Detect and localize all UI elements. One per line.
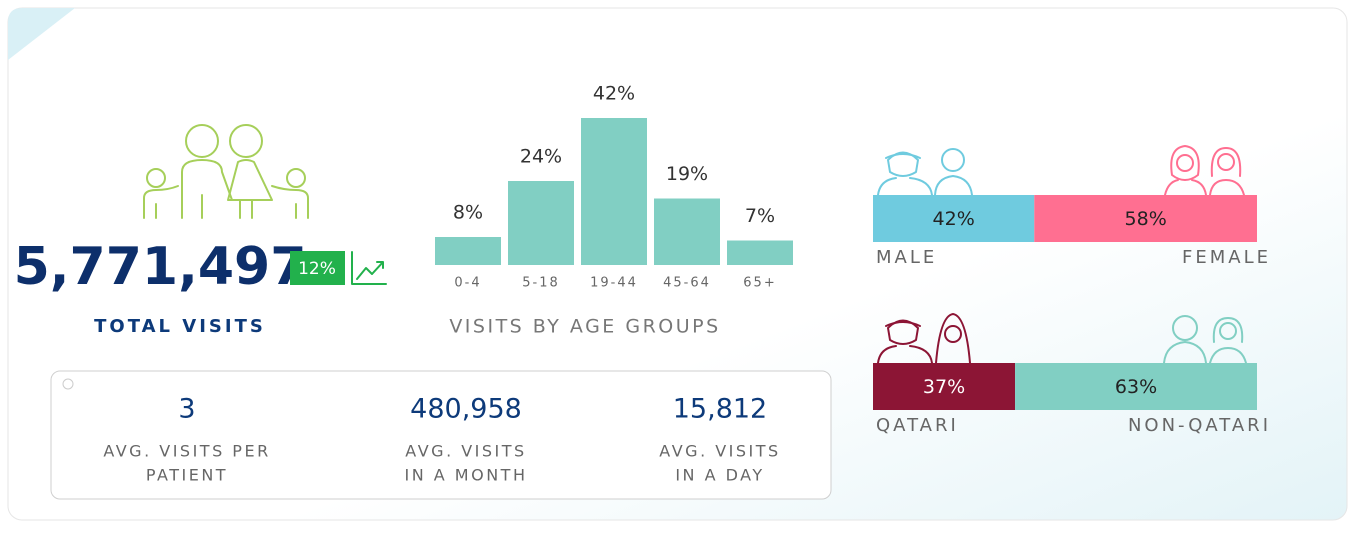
bar — [508, 181, 574, 265]
split-segment — [1034, 195, 1257, 242]
x-tick-label: 0-4 — [454, 276, 481, 291]
stat-value: 3 — [178, 394, 195, 425]
stat-label: AVG. VISITS PER — [103, 442, 270, 461]
corner-accent — [8, 8, 75, 60]
value-label: 24% — [520, 146, 562, 168]
segment-name: QATARI — [876, 415, 959, 436]
trend-icon — [351, 251, 387, 285]
stat-value: 15,812 — [673, 394, 767, 425]
female-icon — [1164, 145, 1245, 196]
qatari-icon — [877, 313, 971, 364]
family-icon — [143, 124, 309, 219]
total-visits-label: TOTAL VISITS — [94, 316, 266, 337]
non-qatari-icon — [1163, 315, 1247, 364]
x-tick-label: 65+ — [743, 276, 776, 291]
bar — [727, 240, 793, 265]
x-tick-label: 45-64 — [663, 276, 711, 291]
split-segment — [873, 363, 1016, 410]
stat-label: AVG. VISITS — [659, 442, 780, 461]
change-badge — [290, 251, 345, 285]
value-label: 7% — [745, 205, 775, 227]
stats-box — [50, 370, 832, 500]
segment-label: 63% — [1115, 376, 1157, 398]
stat-label: IN A DAY — [675, 466, 764, 485]
segment-label: 42% — [933, 208, 975, 230]
segment-name: FEMALE — [1182, 247, 1271, 268]
split-segment — [873, 195, 1035, 242]
chart-title: VISITS BY AGE GROUPS — [449, 316, 720, 338]
change-value: 12% — [298, 259, 336, 279]
stat-label: PATIENT — [146, 466, 228, 485]
segment-label: 37% — [923, 376, 965, 398]
segment-name: MALE — [876, 247, 937, 268]
value-label: 42% — [593, 83, 635, 105]
total-visits-value: 5,771,497 — [14, 237, 307, 297]
segment-label: 58% — [1125, 208, 1167, 230]
stat-label: AVG. VISITS — [405, 442, 526, 461]
stat-value: 480,958 — [410, 394, 522, 425]
value-label: 8% — [453, 202, 483, 224]
bar — [435, 237, 501, 265]
value-label: 19% — [666, 163, 708, 185]
x-tick-label: 19-44 — [590, 276, 638, 291]
bar — [581, 118, 647, 265]
x-tick-label: 5-18 — [522, 276, 560, 291]
segment-name: NON-QATARI — [1128, 415, 1271, 436]
split-segment — [1015, 363, 1257, 410]
stat-label: IN A MONTH — [405, 466, 528, 485]
male-icon — [877, 148, 973, 196]
stats-dot — [62, 378, 74, 390]
bar — [654, 198, 720, 265]
